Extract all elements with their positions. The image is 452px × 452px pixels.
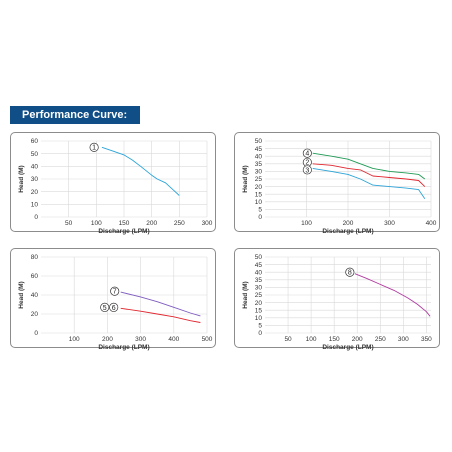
y-tick-label: 25 [255,292,263,299]
curve-marker-7 [110,286,120,296]
curve-marker-6 [109,302,119,312]
y-tick-label: 20 [31,189,39,196]
curve-marker-label-5: 5 [103,305,107,312]
chart-panel-1: 0 10 20 30 40 50 60 50 100 150 200 250 300 Discharge … [10,132,216,235]
series-line-1 [101,146,180,196]
x-tick-label: 250 [375,336,386,343]
x-tick-label: 400 [168,336,179,343]
y-tick-label: 45 [255,262,263,269]
series-line-2 [312,163,426,187]
x-tick-label: 100 [301,220,312,227]
x-tick-label: 100 [306,336,317,343]
y-tick-label: 0 [34,330,38,337]
x-tick-label: 150 [329,336,340,343]
y-axis-label: Head (M) [242,281,249,308]
curve-marker-label-8: 8 [348,270,352,277]
series-line-3 [312,167,426,200]
y-tick-label: 50 [255,138,263,145]
curve-marker-label-4: 4 [305,151,309,158]
curve-marker-3 [302,165,312,175]
y-tick-label: 40 [31,164,39,171]
y-tick-label: 60 [31,138,39,145]
y-tick-label: 15 [255,191,263,198]
x-tick-label: 50 [65,220,73,227]
chart-svg-3: 0 20 40 60 80 100 200 300 400 500 Discharge (LPM) H… [18,254,213,351]
chart-svg-1: 0 10 20 30 40 50 60 50 100 150 200 250 300 Discharge … [18,138,213,235]
x-axis-label: Discharge (LPM) [322,344,373,351]
chart-panel-2: 0 5 10 15 20 25 30 35 40 45 50 100 200 300 400 Discharg… [234,132,440,235]
y-tick-label: 20 [31,311,39,318]
y-axis-label: Head (M) [242,165,249,192]
chart-panel-4: 0 5 10 15 20 25 30 35 40 45 50 50 100 150 200 250 300 350… [234,248,440,351]
y-axis-label: Head (M) [18,281,25,308]
x-tick-label: 350 [421,336,432,343]
curve-marker-8 [345,267,355,277]
y-tick-label: 0 [258,214,262,221]
x-tick-label: 300 [202,220,213,227]
y-tick-label: 20 [255,184,263,191]
y-tick-label: 40 [31,292,39,299]
x-tick-label: 200 [146,220,157,227]
series-line-5-6 [120,307,201,323]
curve-marker-label-2: 2 [305,160,309,167]
y-tick-label: 50 [31,151,39,158]
x-tick-label: 500 [202,336,213,343]
y-tick-label: 10 [31,202,39,209]
performance-curve-banner: Performance Curve: [10,106,140,124]
curve-marker-label-7: 7 [113,289,117,296]
y-axis-label: Head (M) [18,165,25,192]
x-tick-label: 300 [398,336,409,343]
x-tick-label: 400 [426,220,437,227]
y-tick-label: 25 [255,176,263,183]
curve-marker-label-1: 1 [92,145,96,152]
curve-marker-label-6: 6 [112,305,116,312]
y-tick-label: 10 [255,315,263,322]
x-tick-label: 300 [384,220,395,227]
x-tick-label: 300 [135,336,146,343]
x-axis-label: Discharge (LPM) [322,228,373,235]
y-tick-label: 30 [31,176,39,183]
y-tick-label: 60 [31,273,39,280]
x-tick-label: 100 [69,336,80,343]
x-tick-label: 200 [102,336,113,343]
y-tick-label: 40 [255,269,263,276]
y-tick-label: 35 [255,161,263,168]
y-tick-label: 35 [255,277,263,284]
y-tick-label: 5 [258,323,262,330]
x-tick-label: 200 [343,220,354,227]
series-line-4 [312,152,426,180]
y-tick-label: 5 [258,207,262,214]
curve-marker-label-3: 3 [305,167,309,174]
x-axis-label: Discharge (LPM) [98,228,149,235]
y-tick-label: 80 [31,254,39,261]
y-tick-label: 50 [255,254,263,261]
chart-panel-3: 0 20 40 60 80 100 200 300 400 500 Discharge (LPM) H… [10,248,216,351]
x-tick-label: 250 [174,220,185,227]
y-tick-label: 10 [255,199,263,206]
series-line-7 [120,291,201,317]
y-tick-label: 30 [255,285,263,292]
x-axis-label: Discharge (LPM) [98,344,149,351]
y-tick-label: 0 [258,330,262,337]
x-tick-label: 50 [284,336,292,343]
y-tick-label: 30 [255,169,263,176]
y-tick-label: 0 [34,214,38,221]
curve-marker-1 [89,142,99,152]
y-tick-label: 40 [255,153,263,160]
y-tick-label: 15 [255,307,263,314]
x-tick-label: 100 [91,220,102,227]
curve-marker-5 [100,302,110,312]
series-line-8 [354,273,431,317]
y-tick-label: 45 [255,146,263,153]
x-tick-label: 150 [119,220,130,227]
curve-marker-4 [302,148,312,158]
x-tick-label: 200 [352,336,363,343]
y-tick-label: 20 [255,300,263,307]
